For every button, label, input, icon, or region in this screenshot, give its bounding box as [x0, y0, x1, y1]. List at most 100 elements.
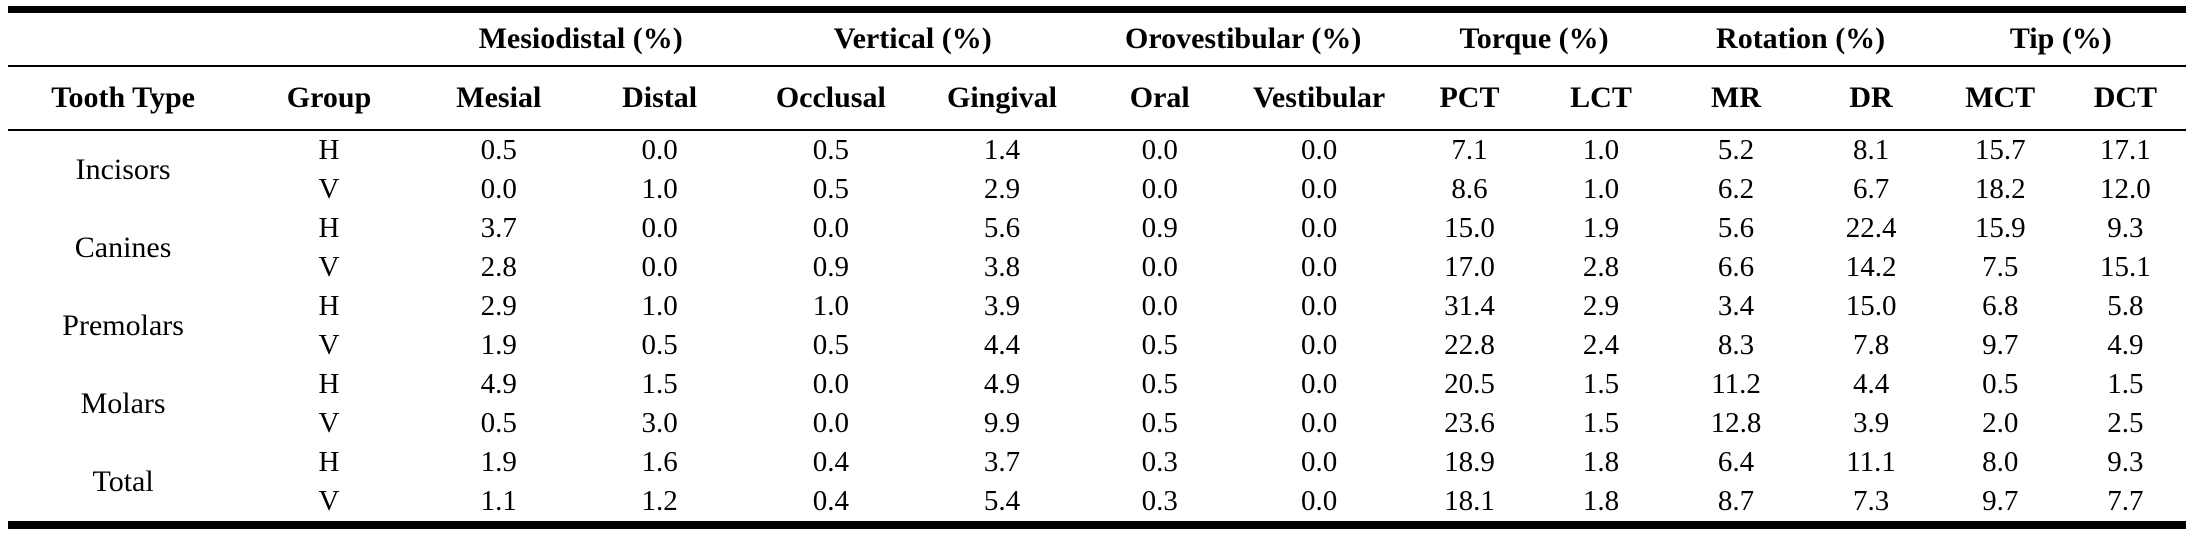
value-cell: 3.8	[983, 251, 1021, 283]
table-row: V 1.9 0.5 0.5 4.4 0.5 0.0 22.8 2.4 8.3 7.8 9.7 4.9	[8, 326, 2186, 365]
value-cell: 22.8	[1444, 329, 1495, 361]
value-cell: 7.8	[1852, 329, 1890, 361]
group-header-mesiodistal: Mesiodistal (%)	[419, 9, 742, 67]
group-cell: H	[318, 368, 340, 400]
value-cell: 5.8	[2107, 290, 2144, 322]
value-cell: 6.2	[1717, 173, 1755, 205]
table-row: Premolars H 2.9 1.0 1.0 3.9 0.0 0.0 31.4 2.9 3.4 15…	[8, 287, 2186, 342]
group-cell: V	[318, 329, 340, 361]
value-cell: 3.0	[641, 407, 678, 439]
table-row: V 1.1 1.2 0.4 5.4 0.3 0.0 18.1 1.8 8.7 7.3 9.7 7.7	[8, 482, 2186, 525]
tooth-type-cell: Premolars	[62, 309, 184, 342]
value-cell: 1.8	[1582, 446, 1620, 478]
value-cell: 8.0	[1982, 446, 2019, 478]
value-cell: 2.4	[1582, 329, 1620, 361]
group-header-row: Mesiodistal (%) Vertical (%) Orovestibul…	[8, 9, 2186, 67]
table-body: Incisors H 0.5 0.0 0.5 1.4 0.0 0.0 7.1 1.0 5.2 8.1 1…	[8, 130, 2186, 525]
value-cell: 6.7	[1852, 173, 1890, 205]
value-cell: 7.7	[2107, 485, 2144, 517]
col-header-dr: DR	[1806, 66, 1936, 131]
value-cell: 0.3	[1141, 485, 1178, 517]
value-cell: 11.1	[1846, 446, 1896, 478]
value-cell: 15.0	[1444, 212, 1495, 244]
value-cell: 7.5	[1982, 251, 2019, 283]
col-header-distal: Distal	[577, 66, 742, 131]
value-cell: 7.3	[1852, 485, 1890, 517]
table-row: V 0.5 3.0 0.0 9.9 0.5 0.0 23.6 1.5 12.8 3.9 2.0 2.5	[8, 404, 2186, 443]
table-row: V 0.0 1.0 0.5 2.9 0.0 0.0 8.6 1.0 6.2 6.7 18.2 12.0	[8, 170, 2186, 209]
table-container: Mesiodistal (%) Vertical (%) Orovestibul…	[8, 6, 2186, 529]
value-cell: 0.0	[1300, 134, 1338, 166]
results-table: Mesiodistal (%) Vertical (%) Orovestibul…	[8, 6, 2186, 529]
tooth-type-cell: Incisors	[75, 153, 171, 186]
table-header: Mesiodistal (%) Vertical (%) Orovestibul…	[8, 9, 2186, 131]
value-cell: 1.0	[641, 173, 678, 205]
value-cell: 0.5	[641, 329, 678, 361]
value-cell: 0.0	[812, 407, 849, 439]
value-cell: 8.3	[1717, 329, 1755, 361]
value-cell: 4.9	[2107, 329, 2144, 361]
value-cell: 22.4	[1845, 212, 1897, 244]
value-cell: 1.9	[480, 446, 517, 478]
value-cell: 0.0	[480, 173, 517, 205]
col-header-lct: LCT	[1536, 66, 1666, 131]
value-cell: 0.5	[1141, 329, 1178, 361]
value-cell: 3.7	[480, 212, 517, 244]
col-header-pct: PCT	[1402, 66, 1537, 131]
col-header-oral: Oral	[1083, 66, 1236, 131]
value-cell: 2.9	[1582, 290, 1620, 322]
value-cell: 8.7	[1717, 485, 1755, 517]
group-cell: H	[318, 290, 340, 322]
value-cell: 1.5	[2107, 368, 2144, 400]
value-cell: 18.9	[1444, 446, 1495, 478]
group-cell: V	[318, 173, 340, 205]
value-cell: 0.5	[1982, 368, 2019, 400]
value-cell: 1.2	[641, 485, 678, 517]
value-cell: 0.0	[1300, 368, 1338, 400]
value-cell: 0.0	[641, 134, 678, 166]
tooth-type-cell: Molars	[80, 387, 166, 420]
group-cell: H	[318, 446, 340, 478]
col-header-gingival: Gingival	[920, 66, 1084, 131]
value-cell: 0.0	[641, 251, 678, 283]
value-cell: 0.0	[1300, 212, 1338, 244]
value-cell: 1.9	[480, 329, 517, 361]
table-row: Total H 1.9 1.6 0.4 3.7 0.3 0.0 18.9 1.8 6.4 11.1 8.…	[8, 443, 2186, 498]
value-cell: 9.3	[2107, 446, 2144, 478]
table-row: Molars H 4.9 1.5 0.0 4.9 0.5 0.0 20.5 1.5 11.2 4.4 0…	[8, 365, 2186, 420]
table-row: V 2.8 0.0 0.9 3.8 0.0 0.0 17.0 2.8 6.6 14.2 7.5 15.1	[8, 248, 2186, 287]
value-cell: 12.8	[1710, 407, 1762, 439]
value-cell: 15.9	[1974, 212, 2026, 244]
col-header-group: Group	[238, 66, 420, 131]
value-cell: 2.8	[480, 251, 517, 283]
value-cell: 4.9	[480, 368, 517, 400]
value-cell: 7.1	[1451, 134, 1488, 166]
value-cell: 0.0	[1141, 134, 1178, 166]
value-cell: 0.0	[1141, 251, 1178, 283]
value-cell: 1.4	[983, 134, 1021, 166]
value-cell: 1.5	[1582, 368, 1620, 400]
column-header-row: Tooth Type Group Mesial Distal Occlusal …	[8, 66, 2186, 131]
col-header-mct: MCT	[1935, 66, 2065, 131]
value-cell: 0.5	[480, 407, 517, 439]
value-cell: 0.3	[1141, 446, 1178, 478]
value-cell: 0.0	[1300, 446, 1338, 478]
group-cell: V	[318, 251, 340, 283]
value-cell: 15.7	[1974, 134, 2026, 166]
value-cell: 0.0	[1300, 407, 1338, 439]
value-cell: 3.7	[983, 446, 1021, 478]
col-header-occlusal: Occlusal	[741, 66, 921, 131]
value-cell: 3.9	[1852, 407, 1890, 439]
table-row: Incisors H 0.5 0.0 0.5 1.4 0.0 0.0 7.1 1.0 5.2 8.1 1…	[8, 130, 2186, 186]
value-cell: 20.5	[1444, 368, 1495, 400]
value-cell: 0.0	[812, 368, 849, 400]
value-cell: 0.0	[812, 212, 849, 244]
value-cell: 0.5	[480, 134, 517, 166]
value-cell: 8.6	[1451, 173, 1488, 205]
value-cell: 0.5	[1141, 407, 1178, 439]
value-cell: 15.1	[2100, 251, 2151, 283]
value-cell: 17.1	[2100, 134, 2151, 166]
value-cell: 6.8	[1982, 290, 2019, 322]
value-cell: 0.0	[1300, 251, 1338, 283]
value-cell: 31.4	[1444, 290, 1495, 322]
